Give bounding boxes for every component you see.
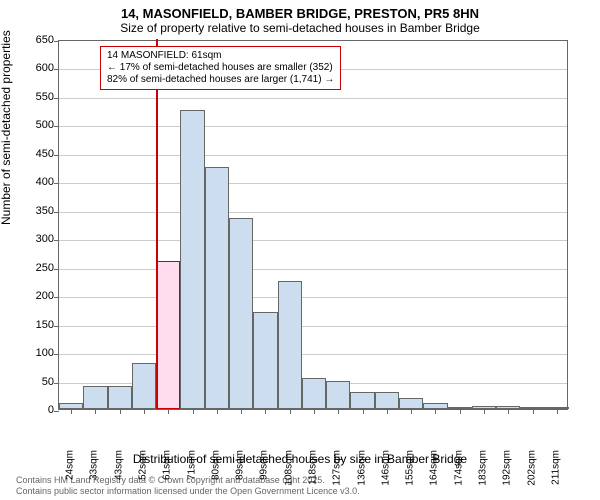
y-tick-label: 550	[14, 91, 54, 103]
x-tick-label: 52sqm	[138, 450, 149, 480]
x-tick-label: 146sqm	[380, 450, 391, 486]
annotation-line-1: 14 MASONFIELD: 61sqm	[107, 50, 334, 62]
histogram-bar	[108, 386, 132, 409]
histogram-bar	[278, 281, 302, 409]
x-tick-label: 202sqm	[526, 450, 537, 486]
x-tick-label: 127sqm	[332, 450, 343, 486]
y-tick-label: 300	[14, 233, 54, 245]
x-tick-label: 89sqm	[235, 450, 246, 480]
histogram-bar	[375, 392, 399, 409]
x-tick-label: 108sqm	[283, 450, 294, 486]
x-tick-label: 99sqm	[259, 450, 270, 480]
histogram-bar	[180, 110, 204, 409]
y-tick-label: 50	[14, 376, 54, 388]
x-tick-label: 71sqm	[186, 450, 197, 480]
y-tick-label: 400	[14, 176, 54, 188]
y-tick-label: 200	[14, 290, 54, 302]
histogram-bar	[253, 312, 277, 409]
x-tick-label: 118sqm	[308, 450, 319, 485]
x-tick-label: 24sqm	[65, 450, 76, 480]
y-tick-label: 450	[14, 148, 54, 160]
x-tick-label: 183sqm	[478, 450, 489, 486]
highlight-marker-line	[156, 39, 158, 409]
y-tick-label: 150	[14, 319, 54, 331]
histogram-bar	[326, 381, 350, 409]
histogram-bar	[229, 218, 253, 409]
y-tick-label: 600	[14, 62, 54, 74]
x-tick-label: 174sqm	[453, 450, 464, 486]
x-tick-label: 192sqm	[502, 450, 513, 486]
x-tick-label: 164sqm	[429, 450, 440, 486]
footer-line-2: Contains public sector information licen…	[16, 486, 360, 496]
histogram-bar-highlighted	[156, 261, 180, 409]
y-tick-label: 250	[14, 262, 54, 274]
y-tick-label: 0	[14, 404, 54, 416]
annotation-box: 14 MASONFIELD: 61sqm ← 17% of semi-detac…	[100, 46, 341, 90]
x-tick-label: 136sqm	[356, 450, 367, 486]
page-subtitle: Size of property relative to semi-detach…	[0, 21, 600, 39]
y-tick-label: 350	[14, 205, 54, 217]
histogram-bar	[302, 378, 326, 409]
annotation-line-2: ← 17% of semi-detached houses are smalle…	[107, 62, 334, 74]
x-tick-label: 61sqm	[162, 450, 173, 480]
histogram-bar	[205, 167, 229, 409]
y-tick-label: 100	[14, 347, 54, 359]
x-tick-label: 33sqm	[89, 450, 100, 480]
y-tick-label: 650	[14, 34, 54, 46]
y-tick-label: 500	[14, 119, 54, 131]
histogram-bar	[83, 386, 107, 409]
histogram-bar	[399, 398, 423, 409]
annotation-line-3: 82% of semi-detached houses are larger (…	[107, 74, 334, 86]
x-tick-label: 43sqm	[113, 450, 124, 480]
x-tick-label: 211sqm	[550, 450, 561, 485]
y-axis-title: Number of semi-detached properties	[0, 30, 13, 225]
x-tick-label: 80sqm	[210, 450, 221, 480]
histogram-bar	[350, 392, 374, 409]
histogram-bar	[132, 363, 156, 409]
x-tick-label: 155sqm	[405, 450, 416, 486]
page-title: 14, MASONFIELD, BAMBER BRIDGE, PRESTON, …	[0, 0, 600, 21]
chart-plot-area	[58, 40, 568, 410]
